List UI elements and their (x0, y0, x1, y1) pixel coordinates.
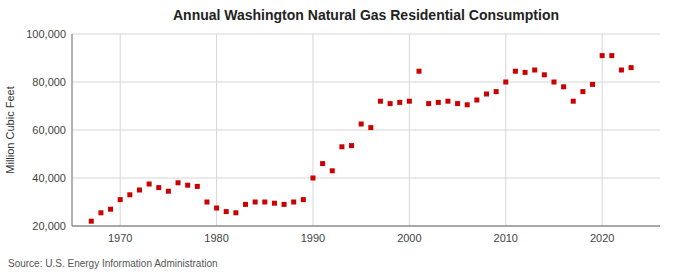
point (503, 80, 508, 85)
x-tick-label: 1970 (108, 232, 132, 244)
x-grid-line (505, 34, 506, 226)
x-tick-label: 2000 (397, 232, 421, 244)
x-grid-line (409, 34, 410, 226)
point (243, 202, 248, 207)
point (310, 176, 315, 181)
y-tick-label: 60,000 (32, 124, 66, 136)
y-axis-line (72, 34, 73, 226)
point (262, 200, 267, 205)
point (600, 53, 605, 58)
chart-svg: 20,000 40,000 60,000 80,000 100,000 1970 1980 1… (0, 0, 675, 275)
point (523, 70, 528, 75)
point (330, 168, 335, 173)
x-tick-label: 2020 (590, 232, 614, 244)
point (176, 180, 181, 185)
point (272, 201, 277, 206)
point (156, 185, 161, 190)
point (147, 182, 152, 187)
y-grid-line (72, 82, 660, 83)
point (204, 200, 209, 205)
point (233, 210, 238, 215)
chart-title: Annual Washington Natural Gas Residentia… (173, 7, 559, 23)
point (359, 122, 364, 127)
point (127, 192, 132, 197)
x-grid-line (312, 34, 313, 226)
axes: 20,000 40,000 60,000 80,000 100,000 1970 1980 1… (26, 28, 660, 244)
y-tick-label: 80,000 (32, 76, 66, 88)
y-grid-line (72, 130, 660, 131)
point (108, 207, 113, 212)
point (513, 69, 518, 74)
y-grid-line (72, 178, 660, 179)
source-note: Source: U.S. Energy Information Administ… (8, 258, 218, 269)
x-axis-line (72, 226, 660, 227)
point (214, 206, 219, 211)
y-grid-line (72, 226, 660, 227)
point (368, 125, 373, 130)
point (436, 100, 441, 105)
y-grid-line (72, 34, 660, 35)
point (426, 101, 431, 106)
x-grid-line (216, 34, 217, 226)
point (185, 183, 190, 188)
point (166, 189, 171, 194)
point (629, 65, 634, 70)
x-tick-label: 2010 (494, 232, 518, 244)
point (590, 82, 595, 87)
point (561, 84, 566, 89)
x-tick-label: 1980 (204, 232, 228, 244)
point (397, 100, 402, 105)
x-grid-line (602, 34, 603, 226)
point (455, 101, 460, 106)
point (580, 89, 585, 94)
point (301, 197, 306, 202)
point (532, 68, 537, 73)
point (571, 99, 576, 104)
point (484, 92, 489, 97)
point (253, 200, 258, 205)
points (89, 53, 634, 224)
point (98, 210, 103, 215)
point (474, 98, 479, 103)
chart-container: 20,000 40,000 60,000 80,000 100,000 1970 1980 1… (0, 0, 675, 275)
point (224, 209, 229, 214)
point (195, 184, 200, 189)
point (551, 80, 556, 85)
point (388, 101, 393, 106)
point (494, 89, 499, 94)
point (320, 161, 325, 166)
point (339, 144, 344, 149)
y-tick-label: 40,000 (32, 172, 66, 184)
grid (72, 34, 660, 226)
point (282, 202, 287, 207)
point (89, 219, 94, 224)
y-axis-label: Million Cubic Feet (4, 86, 16, 173)
point (378, 99, 383, 104)
y-tick-label: 100,000 (26, 28, 66, 40)
point (619, 68, 624, 73)
point (349, 143, 354, 148)
point (137, 188, 142, 193)
point (542, 72, 547, 77)
point (465, 102, 470, 107)
y-tick-label: 20,000 (32, 220, 66, 232)
point (609, 53, 614, 58)
point (417, 69, 422, 74)
point (445, 99, 450, 104)
point (407, 99, 412, 104)
point (118, 197, 123, 202)
point (291, 200, 296, 205)
x-tick-label: 1990 (301, 232, 325, 244)
